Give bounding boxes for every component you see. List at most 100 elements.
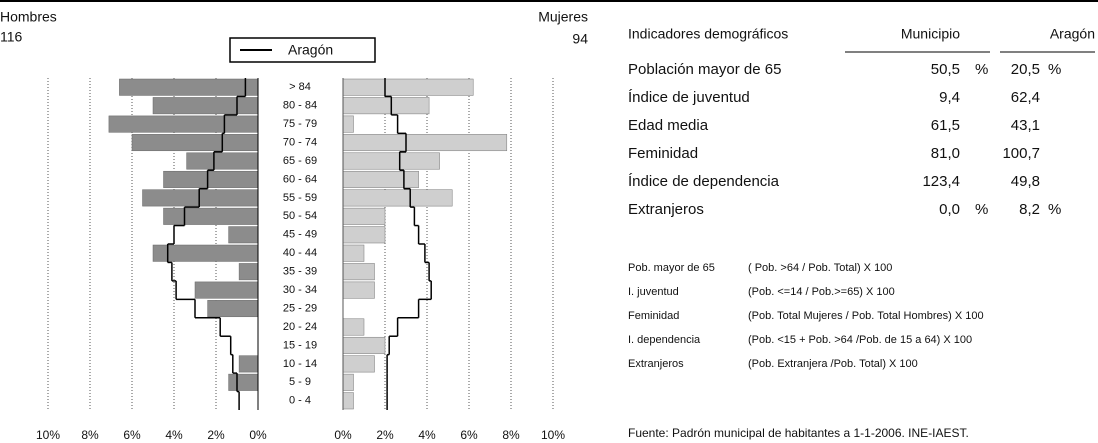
bar (342, 355, 375, 373)
table-cell: % (975, 201, 988, 218)
bar (342, 281, 375, 299)
men-label: Hombres (0, 9, 57, 25)
definition-formula: (Pob. <15 + Pob. >64 /Pob. de 15 a 64) X… (748, 334, 972, 346)
legend-box (229, 37, 376, 63)
bar (342, 226, 386, 244)
bar (228, 373, 259, 391)
legend-label: Aragón (288, 42, 333, 58)
bar (142, 189, 259, 207)
definition-term: Feminidad (628, 310, 679, 322)
table-cell: Feminidad (628, 145, 698, 162)
definition-term: I. dependencia (628, 334, 701, 346)
x-tick-label: 6% (123, 428, 141, 442)
bar (131, 134, 259, 152)
age-label: 20 - 24 (283, 321, 317, 333)
definition-formula: (Pob. Total Mujeres / Pob. Total Hombres… (748, 310, 984, 322)
definition-formula: ( Pob. >64 / Pob. Total) X 100 (748, 262, 892, 274)
age-label: 0 - 4 (289, 395, 311, 407)
table-cell: 9,4 (939, 89, 960, 106)
bar (342, 152, 440, 170)
age-label: 50 - 54 (283, 210, 317, 222)
table-header: Municipio (901, 26, 960, 42)
definition-formula: (Pob. Extranjera /Pob. Total) X 100 (748, 358, 918, 370)
x-tick-label: 2% (376, 428, 394, 442)
definition-term: Pob. mayor de 65 (628, 262, 715, 274)
bar (342, 244, 365, 262)
bar (186, 152, 259, 170)
x-tick-label: 8% (81, 428, 99, 442)
bar (152, 97, 259, 115)
bar (238, 355, 259, 373)
definition-formula: (Pob. <=14 / Pob.>=65) X 100 (748, 286, 895, 298)
bar (228, 226, 259, 244)
age-label: 5 - 9 (289, 376, 311, 388)
age-label: 30 - 34 (283, 284, 317, 296)
bar (342, 97, 430, 115)
definition-term: Extranjeros (628, 358, 684, 370)
bar (108, 115, 259, 133)
table-cell: 0,0 (939, 201, 960, 218)
age-label: 80 - 84 (283, 100, 317, 112)
x-tick-label: 8% (502, 428, 520, 442)
table-cell: 62,4 (1011, 89, 1040, 106)
age-label: 40 - 44 (283, 247, 317, 259)
table-cell: Índice de juventud (628, 89, 750, 106)
age-label: 35 - 39 (283, 266, 317, 278)
bar (342, 78, 474, 96)
x-tick-label: 10% (541, 428, 565, 442)
bar (163, 170, 259, 188)
table-cell: 49,8 (1011, 173, 1040, 190)
table-cell: 81,0 (931, 145, 960, 162)
women-total: 94 (572, 31, 588, 47)
age-label: 60 - 64 (283, 173, 317, 185)
table-cell: Extranjeros (628, 201, 704, 218)
bar (207, 300, 259, 318)
table-cell: 123,4 (922, 173, 960, 190)
table-cell: 100,7 (1002, 145, 1040, 162)
x-tick-label: 10% (36, 428, 60, 442)
bar (342, 373, 354, 391)
age-label: 70 - 74 (283, 136, 317, 148)
bar (342, 392, 354, 410)
age-label: 25 - 29 (283, 302, 317, 314)
table-cell: % (1048, 61, 1061, 78)
table-cell: Índice de dependencia (628, 173, 780, 190)
age-label: 75 - 79 (283, 118, 317, 130)
table-cell: Edad media (628, 117, 709, 134)
x-tick-label: 4% (165, 428, 183, 442)
table-header: Indicadores demográficos (628, 26, 788, 42)
age-label: 10 - 14 (283, 358, 317, 370)
age-label: > 84 (289, 81, 311, 93)
table-cell: 43,1 (1011, 117, 1040, 134)
bar (163, 207, 259, 225)
bar (342, 189, 453, 207)
source: Fuente: Padrón municipal de habitantes a… (628, 426, 969, 440)
table-cell: 8,2 (1019, 201, 1040, 218)
x-tick-label: 2% (207, 428, 225, 442)
bar (342, 170, 419, 188)
bar (194, 281, 259, 299)
men-total: 116 (0, 29, 23, 45)
age-label: 55 - 59 (283, 192, 317, 204)
bar (119, 78, 259, 96)
bar (342, 134, 508, 152)
x-tick-label: 6% (460, 428, 478, 442)
x-tick-label: 0% (334, 428, 352, 442)
bar (342, 318, 365, 336)
definition-term: I. juventud (628, 286, 679, 298)
table-cell: Población mayor de 65 (628, 61, 781, 78)
age-label: 15 - 19 (283, 339, 317, 351)
x-tick-label: 4% (418, 428, 436, 442)
bar (238, 263, 259, 281)
bar (152, 244, 259, 262)
table-cell: 20,5 (1011, 61, 1040, 78)
age-label: 45 - 49 (283, 229, 317, 241)
x-tick-label: 0% (249, 428, 267, 442)
bar (342, 336, 386, 354)
table-cell: % (1048, 201, 1061, 218)
table-header: Aragón (1050, 26, 1095, 42)
bar (342, 115, 354, 133)
women-label: Mujeres (538, 9, 588, 25)
table-cell: 50,5 (931, 61, 960, 78)
